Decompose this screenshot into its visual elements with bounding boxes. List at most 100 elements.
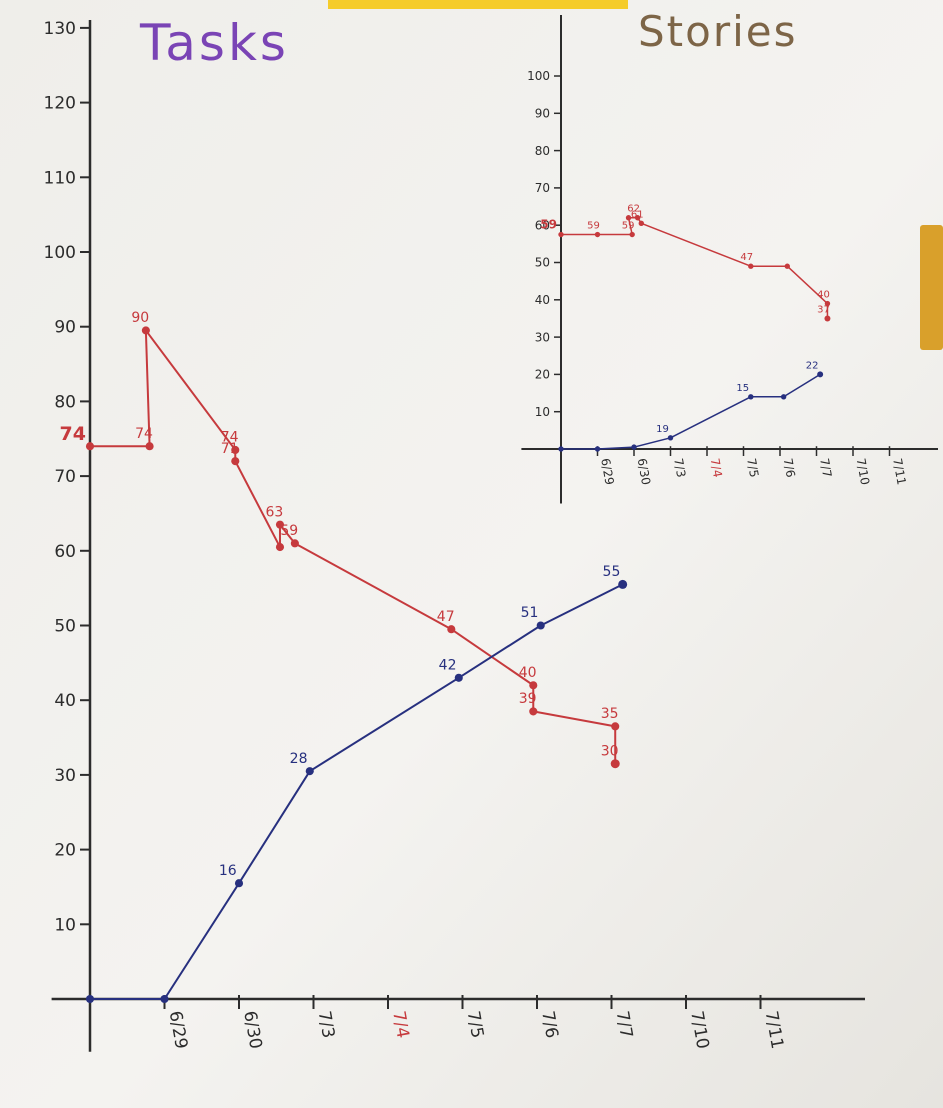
stories-y-tick-label: 60 xyxy=(535,218,550,232)
tasks-x-tick-label: 7/5 xyxy=(463,1009,487,1039)
tasks-blue-point xyxy=(85,994,95,1004)
tasks-red-point xyxy=(141,326,150,335)
tasks-y-ticks: 10 20 30 40 50 60 70 80 90 100 110 120 130 74 xyxy=(44,19,91,935)
tasks-x-tick-label: 7/7 xyxy=(612,1009,636,1039)
stories-red-line xyxy=(561,216,829,319)
tasks-red-data-label: 63 xyxy=(265,504,283,520)
tasks-red-data-label: 71 xyxy=(221,441,239,457)
tasks-start-marker: 74 xyxy=(60,423,86,445)
stories-chart: Stories 10 20 30 40 50 60 70 80 90 100 59 6/29 6/30… xyxy=(521,7,938,504)
tasks-y-tick-label: 130 xyxy=(44,19,76,39)
tasks-y-tick-label: 80 xyxy=(54,392,76,412)
stories-blue-point xyxy=(631,444,637,450)
tasks-blue-data-label: 51 xyxy=(521,605,539,621)
tasks-red-point xyxy=(447,625,456,634)
wall-tab xyxy=(920,225,943,350)
stories-x-tick-label: 6/29 xyxy=(598,457,616,486)
tasks-blue-point xyxy=(618,579,628,589)
stories-red-data-label: 37 xyxy=(817,304,830,315)
stories-red-point xyxy=(638,220,644,227)
tasks-red-point xyxy=(85,442,95,451)
stories-red-data-label: 59 xyxy=(587,221,600,232)
stories-blue-data-label: 15 xyxy=(736,383,749,394)
stories-red-point xyxy=(748,263,754,269)
stories-blue-data-label: 19 xyxy=(656,424,669,435)
tasks-red-data-label: 39 xyxy=(519,691,537,707)
tasks-blue-point xyxy=(305,767,314,776)
tasks-y-tick-label: 90 xyxy=(54,318,76,338)
tasks-red-data-label: 90 xyxy=(131,310,149,326)
tasks-red-point xyxy=(529,681,538,690)
sticky-note xyxy=(328,0,628,9)
tasks-blue-data-label: 55 xyxy=(603,564,621,580)
stories-red-point xyxy=(824,300,831,307)
stories-red-point xyxy=(784,263,790,269)
tasks-red-data-label: 40 xyxy=(519,665,537,681)
tasks-x-tick-label: 7/4 xyxy=(388,1009,412,1039)
tasks-axes xyxy=(51,20,865,1052)
stories-x-tick-label: 7/7 xyxy=(817,457,834,478)
tasks-y-tick-label: 60 xyxy=(54,542,76,562)
stories-red-data-label: 62 xyxy=(627,204,640,215)
stories-blue-point xyxy=(748,394,754,400)
stories-red-point xyxy=(824,315,831,322)
stories-x-ticks: 6/29 6/30 7/3 7/4 7/5 7/6 7/7 7/10 7/11 xyxy=(596,446,909,486)
tasks-red-point xyxy=(231,445,240,455)
tasks-red-point xyxy=(290,539,299,548)
stories-blue-point xyxy=(780,394,787,400)
tasks-blue-point xyxy=(234,879,244,888)
stories-x-tick-label: 7/4 xyxy=(708,457,725,478)
stories-red-point xyxy=(625,215,632,221)
stories-x-tick-label: 7/10 xyxy=(854,457,872,486)
stories-blue-point xyxy=(558,446,564,452)
tasks-blue-data-label: 42 xyxy=(439,657,457,673)
stories-x-tick-label: 7/6 xyxy=(781,457,798,478)
stories-red-data-label: 59 xyxy=(622,221,635,232)
tasks-red-point xyxy=(275,543,285,552)
tasks-chart-title: Tasks xyxy=(139,14,289,72)
stories-chart-title: Stories xyxy=(638,7,797,56)
tasks-red-point xyxy=(611,722,620,731)
tasks-red-point xyxy=(145,442,154,451)
stories-y-tick-label: 70 xyxy=(535,181,550,195)
tasks-red-point xyxy=(231,457,240,466)
stories-red-point xyxy=(558,231,564,238)
tasks-red-data-label: 74 xyxy=(135,426,153,442)
stories-y-tick-label: 100 xyxy=(527,69,550,83)
tasks-y-tick-label: 40 xyxy=(54,691,76,711)
tasks-y-tick-label: 100 xyxy=(44,243,76,263)
tasks-blue-point xyxy=(160,994,169,1004)
stories-red-point xyxy=(634,215,641,221)
stories-x-tick-label: 7/11 xyxy=(890,457,908,486)
stories-y-tick-label: 30 xyxy=(535,330,550,344)
tasks-red-point xyxy=(610,759,620,769)
tasks-blue-point xyxy=(454,673,463,682)
stories-y-tick-label: 80 xyxy=(535,144,550,158)
tasks-y-tick-label: 10 xyxy=(54,915,76,935)
tasks-y-tick-label: 70 xyxy=(54,467,76,487)
tasks-red-data-label: 59 xyxy=(280,523,298,539)
tasks-red-data-label: 30 xyxy=(601,743,619,759)
stories-red-data-label: 61 xyxy=(631,209,644,220)
tasks-blue-point xyxy=(536,621,545,630)
stories-y-tick-label: 20 xyxy=(535,368,550,382)
tasks-x-tick-label: 7/3 xyxy=(314,1009,338,1039)
stories-red-point xyxy=(629,231,635,238)
stories-blue-point xyxy=(594,446,601,452)
stories-y-tick-label: 90 xyxy=(535,107,550,121)
stories-x-tick-label: 6/30 xyxy=(635,457,653,486)
tasks-chart: Tasks 10 20 30 40 50 60 70 80 90 100 110 120 130 74 6… xyxy=(44,14,865,1052)
stories-y-ticks: 10 20 30 40 50 60 70 80 90 100 59 xyxy=(527,69,562,419)
stories-x-tick-label: 7/3 xyxy=(671,457,688,478)
stories-y-tick-label: 40 xyxy=(535,293,550,307)
tasks-y-tick-label: 30 xyxy=(54,766,76,786)
stories-y-tick-label: 10 xyxy=(535,405,550,419)
stories-blue-point xyxy=(667,435,674,441)
stories-red-point xyxy=(594,231,601,238)
tasks-y-tick-label: 110 xyxy=(44,168,76,188)
tasks-y-tick-label: 20 xyxy=(54,841,76,861)
